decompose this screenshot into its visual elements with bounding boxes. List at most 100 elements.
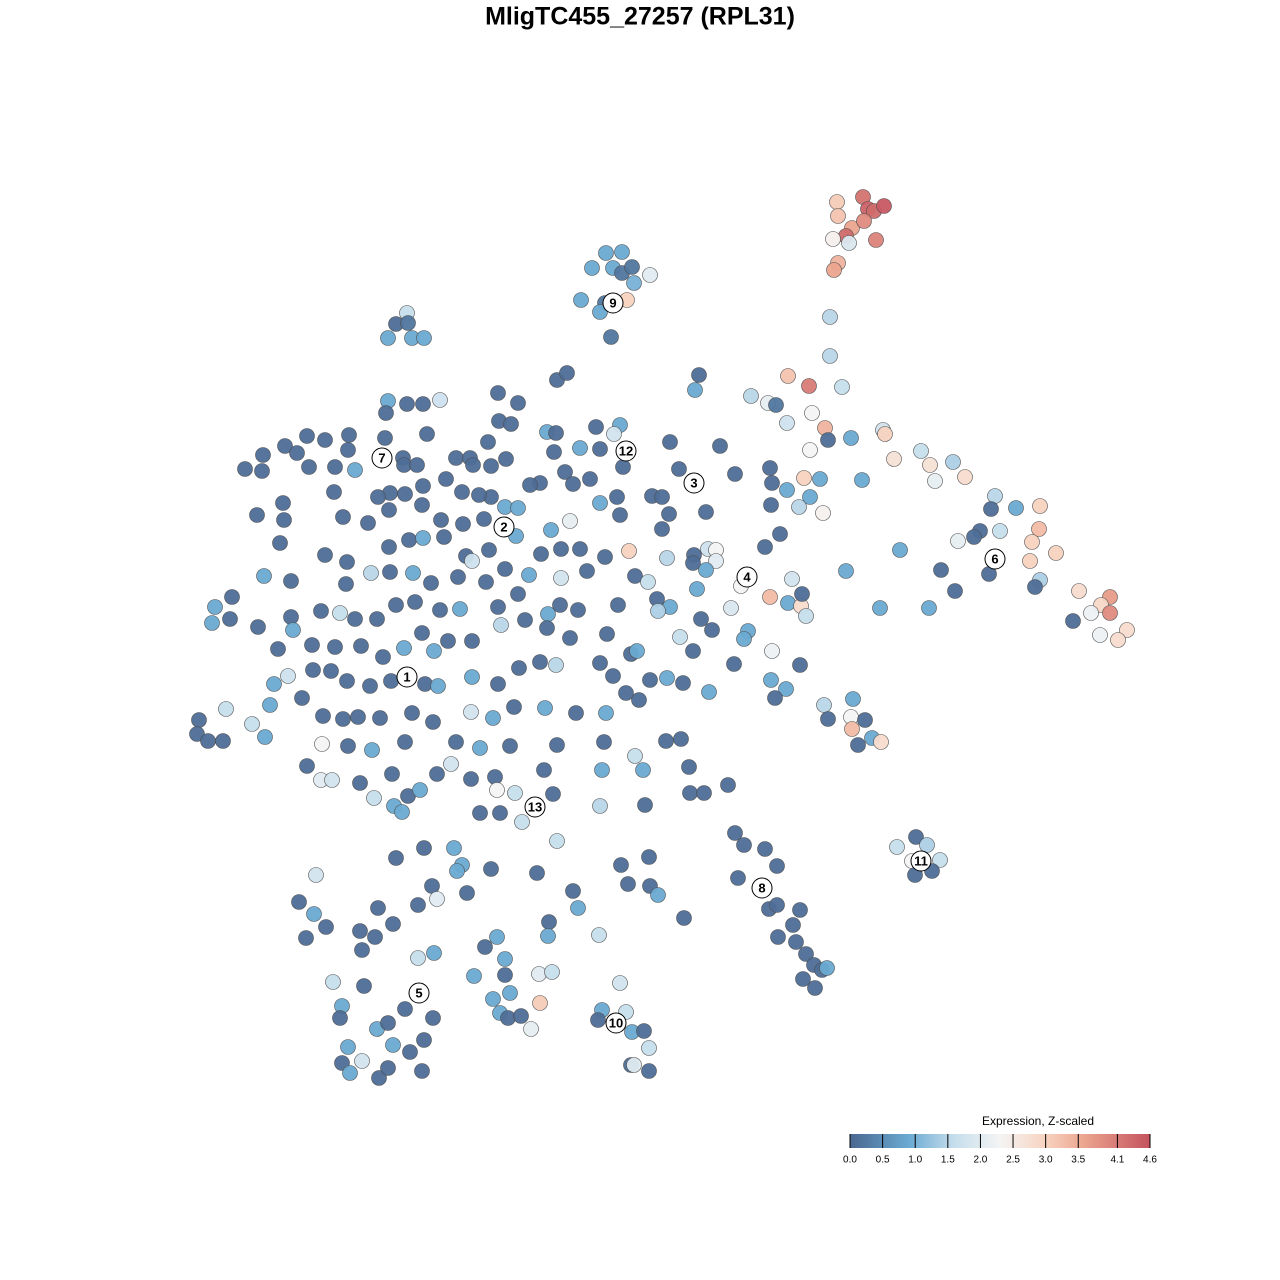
point (425, 714, 441, 730)
point (497, 967, 513, 983)
colorbar-title: Expression, Z-scaled (982, 1114, 1094, 1128)
point (304, 637, 320, 653)
point (784, 571, 800, 587)
point (283, 573, 299, 589)
cluster-label: 1 (403, 669, 410, 684)
point (792, 657, 808, 673)
point (299, 428, 315, 444)
point (397, 486, 413, 502)
point (801, 378, 817, 394)
point (532, 995, 548, 1011)
point (641, 1040, 657, 1056)
cluster-label: 3 (690, 475, 697, 490)
point (570, 900, 586, 916)
point (872, 600, 888, 616)
point (308, 867, 324, 883)
point (627, 568, 643, 584)
point (338, 576, 354, 592)
point (380, 1015, 396, 1031)
point (642, 267, 658, 283)
point (414, 1063, 430, 1079)
point (614, 244, 630, 260)
point (521, 567, 537, 583)
point (381, 502, 397, 518)
point (763, 497, 779, 513)
point (876, 198, 892, 214)
point (764, 475, 780, 491)
point (673, 731, 689, 747)
point (816, 697, 832, 713)
point (610, 597, 626, 613)
point (347, 611, 363, 627)
point (313, 603, 329, 619)
point (478, 574, 494, 590)
point (720, 777, 736, 793)
point (463, 771, 479, 787)
point (838, 563, 854, 579)
point (340, 442, 356, 458)
point (543, 522, 559, 538)
point (829, 194, 845, 210)
cluster-label-bg (683, 472, 705, 494)
point (318, 919, 334, 935)
point (244, 716, 260, 732)
point (371, 1070, 387, 1086)
point (502, 738, 518, 754)
point (255, 447, 271, 463)
point (685, 643, 701, 659)
point (549, 833, 565, 849)
point (650, 887, 666, 903)
point (285, 622, 301, 638)
point (857, 712, 873, 728)
point (795, 971, 811, 987)
point (736, 837, 752, 853)
point (992, 523, 1008, 539)
point (380, 330, 396, 346)
point (854, 472, 870, 488)
point (947, 583, 963, 599)
point (681, 759, 697, 775)
point (913, 443, 929, 459)
point (671, 461, 687, 477)
point (301, 459, 317, 475)
point (529, 865, 545, 881)
point (332, 605, 348, 621)
point (262, 697, 278, 713)
point (640, 574, 656, 590)
cluster-label: 13 (528, 799, 542, 814)
point (698, 562, 714, 578)
cluster-label-bg (602, 292, 624, 314)
point (397, 1001, 413, 1017)
point (189, 726, 205, 742)
cluster-label-bg (751, 877, 773, 899)
point (489, 929, 505, 945)
point (224, 589, 240, 605)
point (317, 432, 333, 448)
point (476, 511, 492, 527)
point (919, 837, 935, 853)
point (927, 473, 943, 489)
point (497, 499, 513, 515)
point (598, 245, 614, 261)
point (856, 213, 872, 229)
point (396, 640, 412, 656)
colorbar-tick-label: 1.5 (941, 1155, 955, 1166)
point (332, 1010, 348, 1026)
point (465, 457, 481, 473)
point (397, 734, 413, 750)
point (932, 852, 948, 868)
point (1071, 583, 1087, 599)
point (552, 597, 568, 613)
point (370, 489, 386, 505)
point (626, 275, 642, 291)
point (464, 669, 480, 685)
point (590, 1012, 606, 1028)
point (464, 553, 480, 569)
point (592, 495, 608, 511)
cluster-label: 9 (609, 295, 616, 310)
point (276, 512, 292, 528)
point (485, 710, 501, 726)
point (650, 603, 666, 619)
point (416, 840, 432, 856)
point (289, 445, 305, 461)
